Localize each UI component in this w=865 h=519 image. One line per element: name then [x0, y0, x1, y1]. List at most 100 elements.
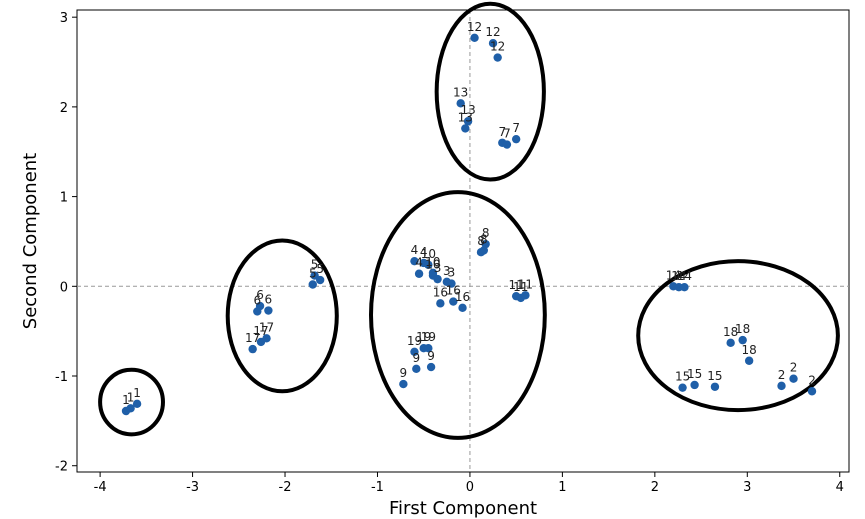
data-point-label: 12: [467, 20, 482, 34]
data-point-label: 8: [477, 234, 485, 248]
y-tick-label: 3: [60, 11, 68, 26]
data-point: [744, 356, 754, 365]
data-point-label: 13: [453, 85, 468, 99]
data-point-label: 17: [253, 324, 268, 338]
x-tick-label: -3: [186, 480, 199, 495]
data-point-label: 4: [411, 243, 419, 257]
data-point-label: 2: [790, 361, 798, 375]
x-tick-label: -4: [94, 480, 107, 495]
data-point-label: 10: [425, 255, 440, 269]
data-point-label: 4: [415, 256, 423, 270]
data-point-label: 5: [316, 262, 324, 276]
data-point: [399, 379, 408, 389]
x-tick-label: 0: [466, 480, 474, 495]
data-point-label: 7: [498, 125, 506, 139]
data-point-label: 3: [443, 264, 451, 278]
data-point: [264, 306, 273, 315]
y-tick-label: -2: [55, 460, 68, 475]
x-tick-label: -1: [371, 480, 384, 495]
data-point-label: 14: [671, 269, 686, 283]
data-point-label: 14: [677, 269, 692, 283]
data-point-label: 11: [518, 277, 533, 291]
data-point: [308, 280, 317, 289]
y-tick-label: 2: [60, 101, 68, 116]
data-point: [493, 53, 502, 62]
cluster-outlines: [98, 1, 840, 440]
data-point: [262, 334, 271, 343]
y-axis-title: Second Component: [20, 153, 41, 329]
x-axis-title: First Component: [389, 498, 537, 519]
data-point-label: 2: [808, 373, 816, 387]
data-point-label: 6: [256, 288, 264, 302]
data-point: [470, 33, 479, 43]
data-point-label: 15: [675, 370, 690, 384]
data-point-label: 3: [448, 266, 456, 280]
data-point-label: 2: [778, 368, 786, 382]
y-tick-label: -1: [55, 370, 68, 385]
data-point-label: 4: [420, 245, 428, 259]
x-tick-label: -2: [279, 480, 292, 495]
data-point-label: 12: [490, 40, 505, 54]
data-point: [447, 279, 456, 288]
cluster-outline: [636, 259, 840, 413]
data-point-label: 16: [455, 290, 470, 304]
data-point-label: 18: [742, 343, 757, 357]
data-point-label: 8: [482, 226, 490, 240]
data-point-label: 19: [421, 330, 436, 344]
data-point: [690, 380, 699, 390]
data-point: [248, 344, 257, 354]
data-point: [502, 140, 512, 149]
x-tick-label: 3: [743, 480, 751, 495]
data-point-label: 16: [433, 285, 448, 299]
data-point-label: 13: [460, 103, 475, 117]
data-point-label: 6: [265, 293, 273, 307]
data-point: [126, 404, 135, 413]
data-point: [255, 301, 265, 311]
data-points: [121, 33, 817, 416]
data-point-label: 9: [400, 366, 408, 380]
data-point: [461, 124, 470, 133]
data-point: [726, 338, 735, 348]
data-point: [426, 362, 436, 372]
y-tick-label: 0: [60, 280, 68, 295]
data-point-label: 1: [133, 386, 141, 400]
data-point-label: 17: [259, 320, 274, 334]
data-point-label: 10: [421, 247, 436, 261]
data-point-label: 18: [735, 322, 750, 336]
data-point: [458, 303, 467, 313]
cluster-outline: [369, 190, 547, 440]
data-point: [488, 38, 498, 48]
data-point-label: 10: [425, 258, 440, 272]
data-point-label: 12: [485, 25, 500, 39]
data-point: [428, 268, 438, 278]
data-point-label: 5: [309, 267, 317, 281]
data-point: [412, 364, 421, 374]
data-point-label: 9: [412, 351, 420, 365]
data-point: [710, 382, 720, 391]
data-point-label: 15: [707, 369, 722, 383]
data-point-label: 17: [245, 331, 260, 345]
cluster-outline: [98, 367, 165, 437]
data-point: [678, 383, 687, 392]
data-point: [789, 374, 798, 383]
data-point-label: 18: [723, 325, 738, 339]
data-point: [738, 335, 747, 345]
cluster-outline: [434, 1, 546, 182]
data-point: [521, 291, 530, 300]
data-point-label: 9: [427, 349, 435, 363]
data-point: [449, 297, 458, 306]
data-point-label: 14: [666, 268, 681, 282]
data-point: [511, 134, 521, 144]
data-point-label: 16: [446, 284, 461, 298]
data-point: [777, 381, 786, 391]
data-point-label: 1: [127, 390, 135, 404]
data-point: [436, 299, 445, 308]
x-axis-ticks: -4 -3 -2 -1 0 1 2 3 4: [94, 472, 844, 495]
x-tick-label: 1: [558, 480, 566, 495]
x-tick-label: 4: [836, 480, 844, 495]
data-point: [315, 275, 325, 285]
data-point: [433, 274, 442, 284]
data-point: [807, 387, 817, 396]
